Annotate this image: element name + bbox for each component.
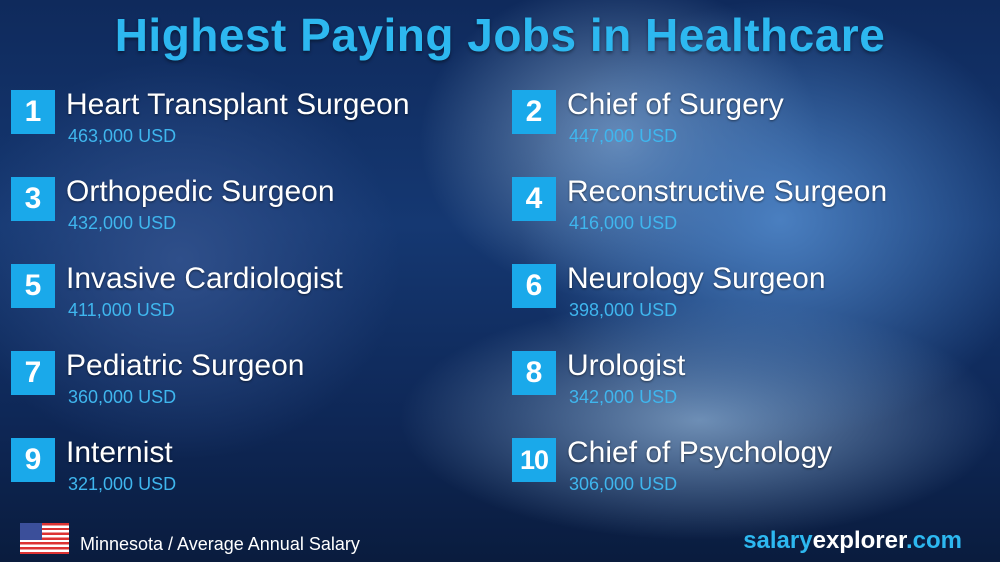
job-salary: 321,000 USD [68,474,177,494]
job-item: 6 Neurology Surgeon 398,000 USD [512,262,952,332]
job-salary: 306,000 USD [569,474,678,494]
rank-badge: 2 [512,90,556,134]
job-title: Urologist [567,349,686,382]
job-item: 2 Chief of Surgery 447,000 USD [512,88,952,158]
job-item: 8 Urologist 342,000 USD [512,349,952,419]
page-title: Highest Paying Jobs in Healthcare [114,9,886,61]
job-salary: 411,000 USD [68,300,175,320]
job-item: 9 Internist 321,000 USD [11,436,451,506]
job-salary: 447,000 USD [569,126,678,146]
rank-badge: 4 [512,177,556,221]
job-salary: 463,000 USD [68,126,177,146]
job-salary: 398,000 USD [569,300,678,320]
rank-badge: 3 [11,177,55,221]
job-salary: 342,000 USD [569,387,678,407]
rank-badge: 5 [11,264,55,308]
job-item: 5 Invasive Cardiologist 411,000 USD [11,262,451,332]
job-item: 10 Chief of Psychology 306,000 USD [512,436,952,506]
us-flag-icon [20,523,69,554]
job-item: 7 Pediatric Surgeon 360,000 USD [11,349,451,419]
job-title: Orthopedic Surgeon [66,175,335,208]
job-salary: 416,000 USD [569,213,678,233]
rank-badge: 9 [11,438,55,482]
job-item: 3 Orthopedic Surgeon 432,000 USD [11,175,451,245]
rank-badge: 6 [512,264,556,308]
job-item: 4 Reconstructive Surgeon 416,000 USD [512,175,952,245]
rank-badge: 10 [512,438,556,482]
location-label: Minnesota / Average Annual Salary [80,534,360,554]
job-title: Heart Transplant Surgeon [66,88,410,121]
job-title: Neurology Surgeon [567,262,826,295]
rank-badge: 7 [11,351,55,395]
job-title: Internist [66,436,173,469]
rank-badge: 1 [11,90,55,134]
job-title: Invasive Cardiologist [66,262,343,295]
job-title: Chief of Psychology [567,436,833,469]
job-title: Chief of Surgery [567,88,784,121]
job-item: 1 Heart Transplant Surgeon 463,000 USD [11,88,451,158]
rank-badge: 8 [512,351,556,395]
job-title: Pediatric Surgeon [66,349,305,382]
brand-logo: salaryexplorer.com [743,527,962,554]
job-salary: 432,000 USD [68,213,177,233]
job-title: Reconstructive Surgeon [567,175,888,208]
job-salary: 360,000 USD [68,387,177,407]
